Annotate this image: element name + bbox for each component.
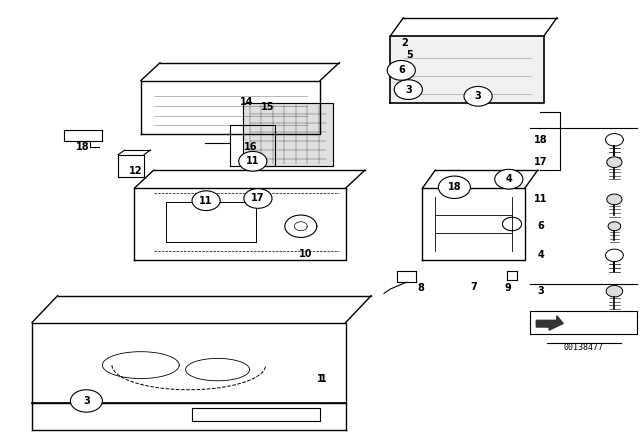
Text: 4: 4 [506,174,512,184]
Text: 00138477: 00138477 [564,343,604,352]
Text: 18: 18 [447,182,461,192]
Polygon shape [243,103,333,166]
Text: 16: 16 [244,142,258,152]
Text: 12: 12 [129,166,143,176]
Text: 6: 6 [538,221,544,231]
Text: 17: 17 [534,157,548,167]
Circle shape [70,390,102,412]
Text: 11: 11 [199,196,213,206]
Circle shape [495,169,523,189]
Text: 11: 11 [534,194,548,204]
Text: 18: 18 [534,135,548,145]
Text: 6: 6 [398,65,404,75]
Polygon shape [606,285,623,297]
Polygon shape [607,157,622,168]
Circle shape [244,189,272,208]
Circle shape [394,80,422,99]
Circle shape [464,86,492,106]
Circle shape [438,176,470,198]
Text: 8: 8 [418,283,424,293]
Text: 4: 4 [538,250,544,260]
Circle shape [192,191,220,211]
Text: 3: 3 [405,85,412,95]
Text: 18: 18 [76,142,90,152]
Text: 3: 3 [475,91,481,101]
Text: 11: 11 [246,156,260,166]
Text: 9: 9 [504,283,511,293]
Text: 17: 17 [251,194,265,203]
Circle shape [239,151,267,171]
Text: 14: 14 [239,97,253,107]
Polygon shape [390,36,544,103]
Text: 5: 5 [406,50,413,60]
Polygon shape [607,194,622,205]
Text: 15: 15 [260,102,275,112]
Text: 3: 3 [83,396,90,406]
Text: 7: 7 [470,282,477,292]
Polygon shape [536,316,563,330]
Polygon shape [608,222,621,231]
Text: 2: 2 [402,38,408,47]
Text: 1: 1 [320,374,326,383]
Text: 3: 3 [538,286,544,296]
Text: 10: 10 [299,250,313,259]
Text: 1: 1 [317,374,323,383]
Circle shape [387,60,415,80]
